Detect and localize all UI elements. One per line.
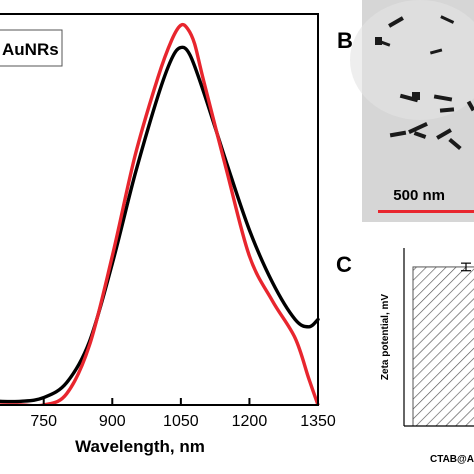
nanorod [448, 137, 462, 151]
nanorod [413, 131, 427, 139]
panel-a-series-line-1 [0, 45, 320, 404]
nanorod [408, 121, 428, 135]
panel-a-x-axis: 750 900 1050 1200 1350 [30, 398, 336, 430]
panel-c-label: C [336, 252, 352, 277]
panel-a-series-line-2 [0, 22, 320, 405]
panel-c-bar-chart: C Zeta potential, mV CTAB@A [336, 248, 474, 465]
nanorod [375, 37, 382, 45]
nanorod [412, 92, 420, 100]
panel-a-legend-box [0, 29, 63, 67]
panel-a-line-chart: AuNRs 750 900 1050 1200 1350 Wavelength, nm [0, 13, 336, 456]
panel-b-nanorods [375, 15, 474, 151]
panel-c-y-axis-label: Zeta potential, mV [380, 294, 391, 380]
panel-c-bar-group [412, 262, 474, 427]
panel-c-category-label: CTAB@A [430, 454, 474, 465]
panel-b-scale-bar [378, 210, 474, 213]
panel-a-x-tick-label: 1050 [163, 413, 199, 430]
panel-a-plot-frame [0, 13, 319, 406]
panel-a-x-tick-label: 1200 [232, 413, 268, 430]
nanorod [399, 93, 419, 103]
panel-a-legend-label: AuNRs [2, 40, 59, 59]
panel-b-micrograph-texture [350, 0, 474, 120]
panel-b-scale-bar-label: 500 nm [393, 187, 445, 204]
nanorod [429, 48, 443, 55]
panel-a-x-tick-label: 750 [30, 413, 57, 430]
panel-a-x-tick-label: 1350 [300, 413, 336, 430]
panel-c-bar [412, 266, 474, 427]
nanorod [388, 16, 404, 28]
panel-b-label: B [337, 28, 353, 53]
panel-b-tem-image: B 500 nm [337, 0, 474, 222]
nanorod [433, 94, 453, 102]
panel-a-x-tick-label: 900 [99, 413, 126, 430]
panel-a-x-axis-label: Wavelength, nm [75, 437, 205, 456]
nanorod [466, 100, 474, 112]
nanorod [439, 107, 455, 113]
nanorod [436, 128, 452, 140]
nanorod [440, 15, 455, 24]
nanorod [379, 40, 391, 47]
nanorod [389, 130, 407, 138]
panel-a-series-group [0, 22, 320, 405]
